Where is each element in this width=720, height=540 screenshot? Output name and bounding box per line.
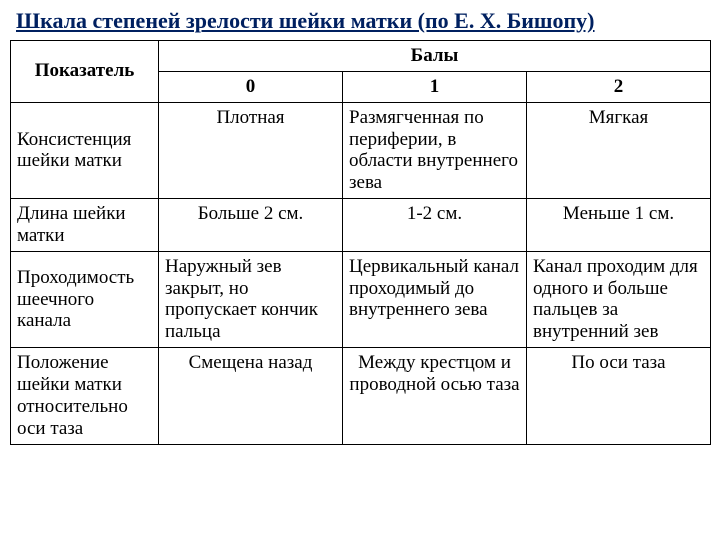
indicator-cell: Проходимость шеечного канала (11, 251, 159, 347)
indicator-cell: Консистенция шейки матки (11, 102, 159, 198)
page-title: Шкала степеней зрелости шейки матки (по … (10, 8, 710, 34)
table-row: Консистенция шейки маткиПлотнаяРазмягчен… (11, 102, 711, 198)
table-row: Проходимость шеечного каналаНаружный зев… (11, 251, 711, 347)
value-cell: 1-2 см. (343, 199, 527, 252)
indicator-cell: Положение шейки матки относительно оси т… (11, 348, 159, 444)
header-col-1: 1 (343, 71, 527, 102)
header-col-0: 0 (159, 71, 343, 102)
bishop-score-table: Показатель Балы 0 1 2 Консистенция шейки… (10, 40, 711, 445)
value-cell: По оси таза (527, 348, 711, 444)
value-cell: Канал проходим для одного и больше пальц… (527, 251, 711, 347)
table-row: Положение шейки матки относительно оси т… (11, 348, 711, 444)
value-cell: Мягкая (527, 102, 711, 198)
value-cell: Меньше 1 см. (527, 199, 711, 252)
header-indicator: Показатель (11, 41, 159, 103)
table-body: Консистенция шейки маткиПлотнаяРазмягчен… (11, 102, 711, 444)
header-scores: Балы (159, 41, 711, 72)
indicator-cell: Длина шейки матки (11, 199, 159, 252)
table-row: Длина шейки маткиБольше 2 см.1-2 см.Мень… (11, 199, 711, 252)
table-frame: Показатель Балы 0 1 2 Консистенция шейки… (10, 40, 710, 445)
value-cell: Между крестцом и проводной осью таза (343, 348, 527, 444)
value-cell: Плотная (159, 102, 343, 198)
table-header-row-1: Показатель Балы (11, 41, 711, 72)
value-cell: Наружный зев закрыт, но пропускает кончи… (159, 251, 343, 347)
value-cell: Размягченная по периферии, в области вну… (343, 102, 527, 198)
value-cell: Смещена назад (159, 348, 343, 444)
value-cell: Больше 2 см. (159, 199, 343, 252)
header-col-2: 2 (527, 71, 711, 102)
value-cell: Цервикальный канал проходимый до внутрен… (343, 251, 527, 347)
